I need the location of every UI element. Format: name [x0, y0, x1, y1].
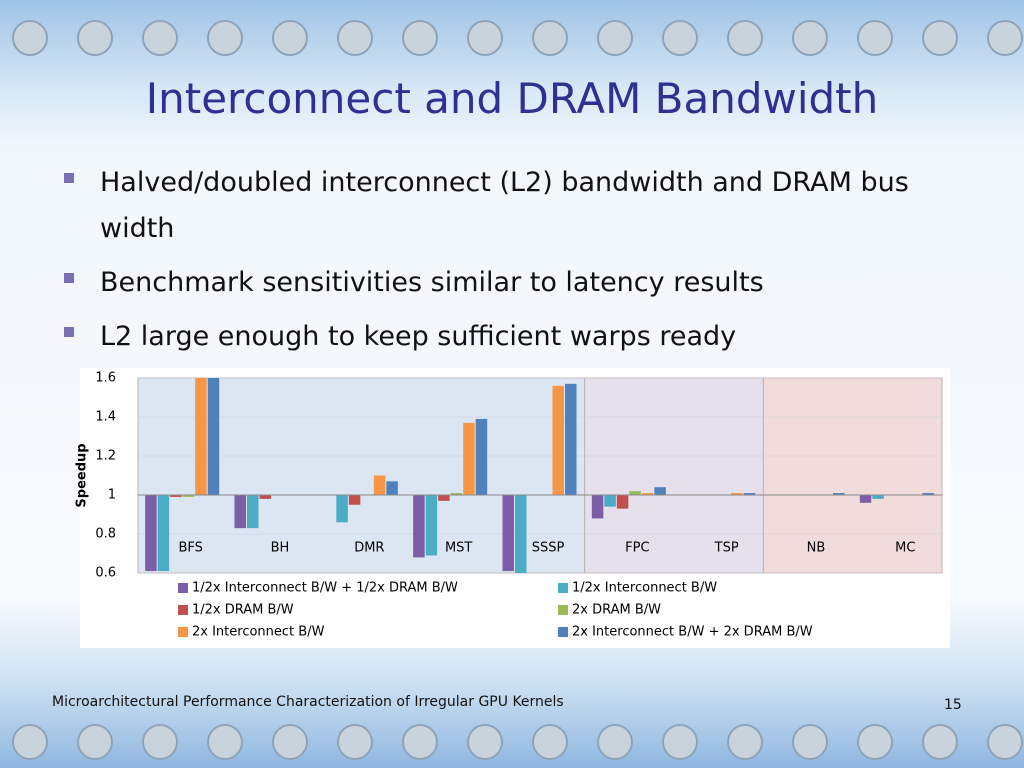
- bar: [234, 495, 246, 529]
- bar: [743, 493, 756, 495]
- legend-label: 1/2x Interconnect B/W: [572, 581, 717, 596]
- x-tick-label: MST: [445, 541, 472, 556]
- bar: [145, 495, 157, 572]
- bullet: L2 large enough to keep sufficient warps…: [60, 314, 910, 360]
- slide-title: Interconnect and DRAM Bandwidth: [145, 74, 879, 123]
- bar: [872, 495, 884, 499]
- bar: [259, 495, 271, 499]
- bullet: Halved/doubled interconnect (L2) bandwid…: [60, 160, 910, 252]
- x-tick-label: DMR: [354, 541, 384, 556]
- legend-label: 1/2x Interconnect B/W + 1/2x DRAM B/W: [192, 581, 458, 596]
- bar: [413, 495, 425, 558]
- bar: [859, 495, 872, 503]
- x-tick-label: MC: [895, 541, 915, 556]
- bar: [731, 493, 743, 495]
- bar: [604, 495, 616, 507]
- legend-swatch: [178, 605, 188, 615]
- y-tick-label: 1: [108, 488, 116, 503]
- bar: [336, 495, 348, 523]
- page-number: 15: [944, 697, 962, 713]
- legend-swatch: [178, 583, 188, 593]
- legend-swatch: [558, 605, 568, 615]
- bar: [207, 378, 220, 495]
- x-tick-label: NB: [807, 541, 826, 556]
- bar: [195, 378, 207, 495]
- bar: [629, 491, 641, 495]
- bar: [475, 418, 488, 495]
- bullet: Benchmark sensitivities similar to laten…: [60, 260, 910, 306]
- bar: [170, 495, 182, 497]
- x-tick-label: BFS: [178, 541, 202, 556]
- footer: Microarchitectural Performance Character…: [52, 694, 564, 710]
- bar: [616, 495, 629, 509]
- bar: [514, 495, 527, 573]
- legend-label: 1/2x DRAM B/W: [192, 603, 294, 618]
- bar: [502, 495, 514, 572]
- legend-label: 2x Interconnect B/W + 2x DRAM B/W: [572, 625, 813, 640]
- legend-swatch: [178, 627, 188, 637]
- bar: [425, 495, 438, 556]
- x-tick-label: SSSP: [532, 541, 565, 556]
- legend-label: 2x DRAM B/W: [572, 603, 661, 618]
- legend-swatch: [558, 583, 568, 593]
- legend-swatch: [558, 627, 568, 637]
- bar: [641, 493, 654, 495]
- bar: [463, 422, 475, 495]
- x-tick-label: TSP: [714, 541, 739, 556]
- x-tick-label: FPC: [625, 541, 649, 556]
- y-tick-label: 0.6: [95, 566, 116, 581]
- bar: [157, 495, 170, 572]
- bar: [833, 493, 845, 495]
- y-tick-label: 1.6: [95, 371, 116, 386]
- bar: [386, 481, 398, 495]
- bar: [438, 495, 450, 501]
- y-tick-label: 1.4: [95, 410, 116, 425]
- bar: [348, 495, 361, 505]
- bar: [450, 493, 463, 495]
- region: [762, 377, 943, 574]
- bar: [552, 385, 565, 495]
- bar: [922, 493, 934, 495]
- bar: [565, 383, 577, 495]
- bullet-list: Halved/doubled interconnect (L2) bandwid…: [60, 160, 910, 368]
- bar: [246, 495, 259, 529]
- y-axis-label: Speedup: [75, 443, 90, 507]
- bar: [182, 495, 195, 497]
- y-tick-label: 1.2: [95, 449, 116, 464]
- x-tick-label: BH: [271, 541, 290, 556]
- bar: [373, 475, 386, 495]
- y-tick-label: 0.8: [95, 527, 116, 542]
- bar: [654, 487, 666, 495]
- bar: [591, 495, 604, 519]
- legend-label: 2x Interconnect B/W: [192, 625, 325, 640]
